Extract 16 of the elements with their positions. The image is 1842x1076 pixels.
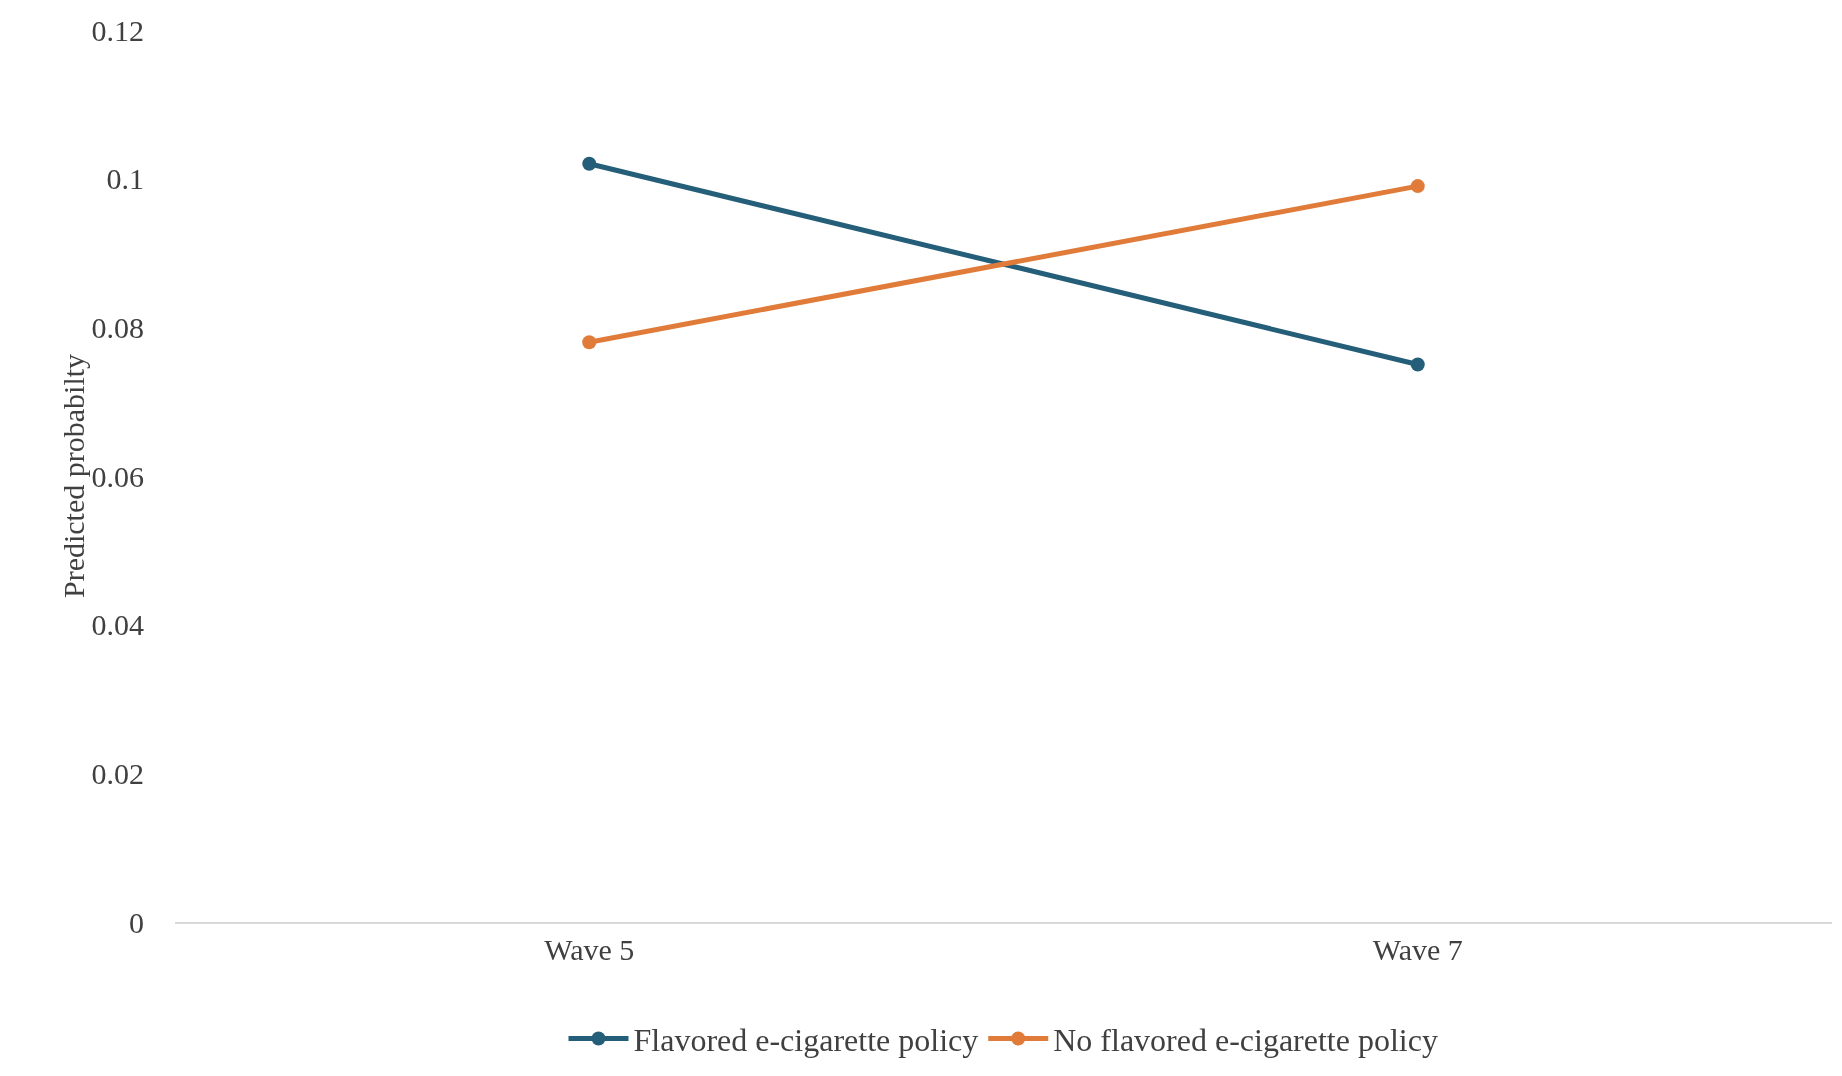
point bbox=[582, 156, 597, 171]
y-tick-label: 0.08 bbox=[91, 310, 144, 344]
y-axis-title: Predicted probabilty bbox=[56, 353, 90, 599]
point bbox=[1410, 179, 1425, 194]
y-tick-label: 0 bbox=[129, 905, 144, 939]
point bbox=[1410, 357, 1425, 372]
y-tick-label: 0.12 bbox=[91, 13, 144, 47]
x-tick-label: Wave 7 bbox=[1372, 933, 1463, 966]
x-tick-label: Wave 5 bbox=[544, 933, 635, 966]
y-tick-label: 0.06 bbox=[91, 459, 144, 493]
y-tick-label: 0.1 bbox=[106, 162, 144, 196]
legend-label: Flavored e-cigarette policy bbox=[633, 1021, 979, 1058]
y-tick-label: 0.04 bbox=[91, 608, 144, 642]
y-tick-label: 0.02 bbox=[91, 756, 144, 790]
point bbox=[582, 335, 597, 350]
legend-label: No flavored e-cigarette policy bbox=[1053, 1021, 1438, 1058]
